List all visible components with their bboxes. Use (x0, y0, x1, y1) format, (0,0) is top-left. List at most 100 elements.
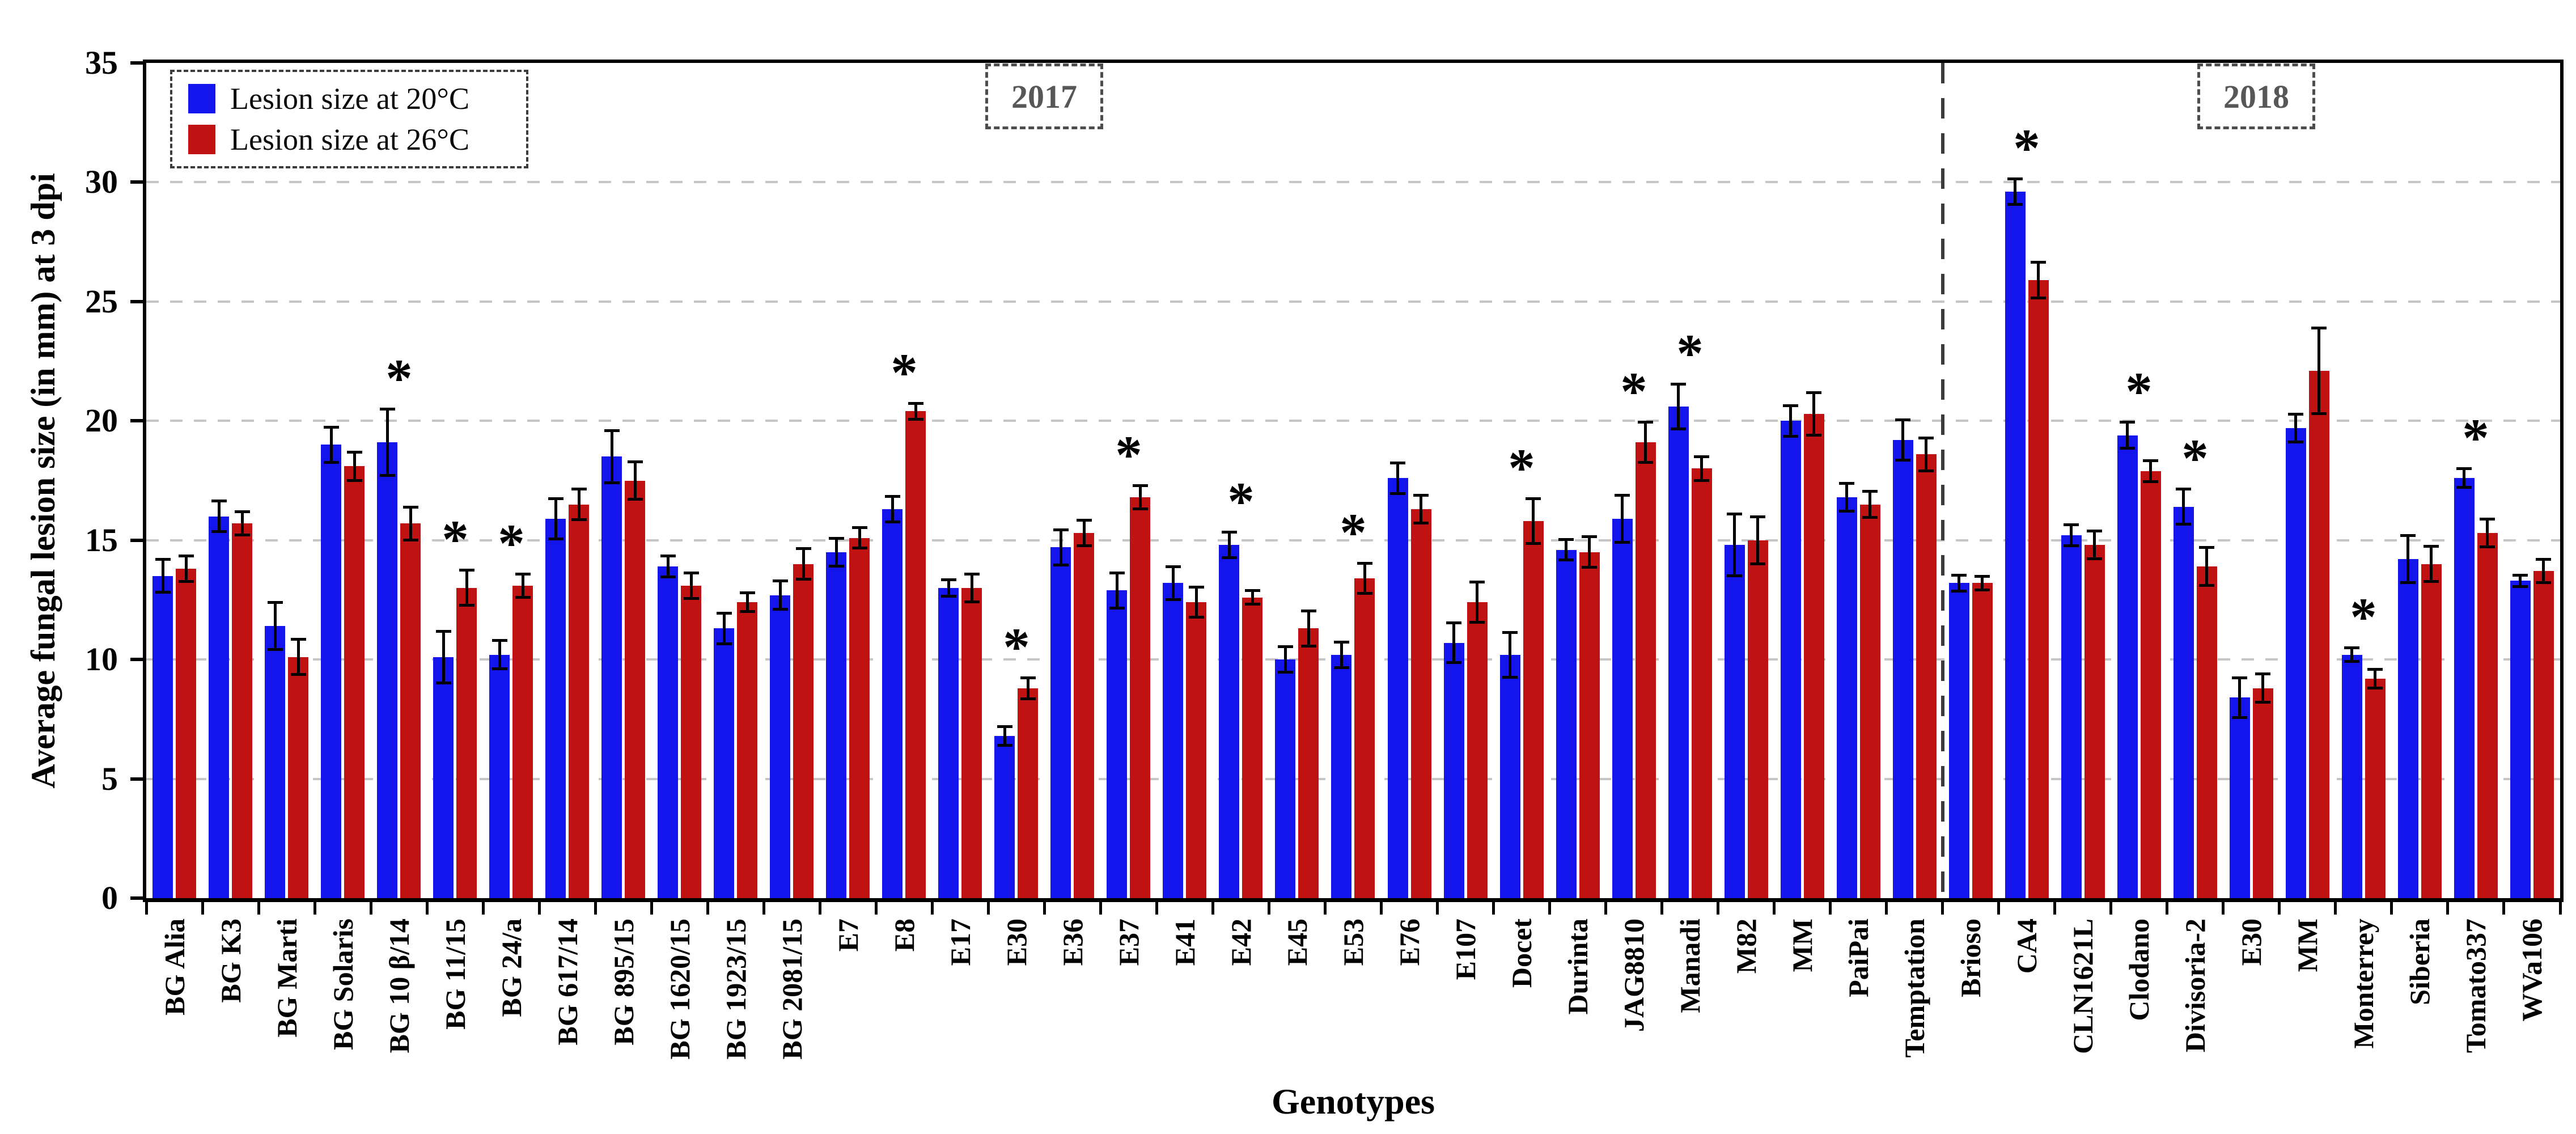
x-tick-label: BG K3 (215, 919, 247, 1003)
error-bar-cap-bottom (211, 530, 227, 533)
error-bar-cap-bottom (548, 538, 564, 540)
bar-26c (849, 538, 870, 898)
bar-26c (232, 523, 252, 898)
error-bar-cap-bottom (1638, 461, 1653, 464)
x-tick-19 (1211, 902, 1214, 915)
error-bar-cap-bottom (380, 474, 395, 477)
error-bar-line (1958, 575, 1960, 591)
x-tick-33 (1997, 902, 2000, 915)
significance-asterisk: * (1508, 438, 1535, 498)
error-bar-cap-bottom (403, 539, 418, 541)
x-tick-label: E42 (1225, 919, 1257, 966)
error-bar-cap-bottom (1839, 510, 1854, 513)
x-tick-label: E45 (1281, 919, 1313, 966)
error-bar-cap-bottom (885, 521, 900, 523)
bar-26c (1242, 598, 1262, 898)
significance-asterisk: * (2462, 408, 2489, 468)
bar-20c (433, 657, 454, 898)
error-bar-line (1588, 536, 1591, 568)
x-tick-label: Manadi (1674, 919, 1706, 1013)
error-bar-line (2430, 546, 2433, 582)
bar-26c (961, 588, 982, 898)
error-bar-cap-bottom (604, 481, 620, 484)
error-bar-cap-bottom (179, 580, 194, 583)
bar-26c (176, 569, 196, 898)
error-bar-cap-top (2199, 546, 2214, 549)
bar-26c (625, 481, 645, 899)
y-tick-25 (130, 300, 143, 303)
error-bar-line (1172, 566, 1175, 600)
x-tick-1 (201, 902, 204, 915)
x-tick-22 (1380, 902, 1383, 915)
y-tick-label-0: 0 (101, 879, 118, 916)
error-bar-cap-bottom (2367, 687, 2383, 689)
x-tick-13 (875, 902, 878, 915)
x-tick-28 (1717, 902, 1719, 915)
error-bar-cap-bottom (2031, 297, 2046, 299)
bar-20c (1275, 659, 1295, 898)
bar-26c (2477, 533, 2498, 898)
error-bar-cap-bottom (1951, 590, 1967, 593)
error-bar-line (353, 452, 356, 481)
error-bar-cap-bottom (2344, 660, 2359, 663)
error-bar-line (2350, 648, 2353, 662)
x-tick-37 (2222, 902, 2225, 915)
y-tick-5 (130, 777, 143, 781)
bar-26c (2028, 280, 2049, 898)
x-tick-label: E30 (2235, 919, 2267, 966)
error-bar-cap-bottom (436, 682, 451, 684)
error-bar-cap-top (155, 558, 171, 561)
error-bar-cap-top (1727, 513, 1742, 515)
x-tick-label: M82 (1730, 919, 1762, 974)
error-bar-line (2542, 559, 2545, 583)
error-bar-line (1284, 646, 1287, 672)
error-bar-cap-top (2064, 523, 2079, 526)
x-tick-label: BG 1923/15 (720, 919, 752, 1060)
error-bar-line (634, 462, 637, 500)
x-tick-2 (257, 902, 260, 915)
error-bar-cap-top (1839, 482, 1854, 485)
x-tick-25 (1548, 902, 1551, 915)
error-bar-line (274, 602, 277, 650)
error-bar-line (409, 507, 412, 540)
x-tick-4 (370, 902, 372, 915)
error-bar-cap-bottom (1895, 459, 1910, 462)
error-bar-cap-bottom (1189, 616, 1204, 619)
x-tick-24 (1492, 902, 1495, 915)
legend-swatch-20c (188, 84, 215, 113)
error-bar-cap-bottom (773, 608, 788, 611)
x-tick-8 (594, 902, 597, 915)
x-tick-29 (1773, 902, 1776, 915)
error-bar-cap-bottom (291, 673, 306, 676)
error-bar-line (2126, 422, 2129, 448)
significance-asterisk: * (891, 342, 918, 403)
bar-26c (905, 411, 926, 898)
error-bar-cap-bottom (1109, 607, 1125, 610)
error-bar-line (498, 640, 501, 669)
x-tick-10 (706, 902, 709, 915)
error-bar-cap-bottom (1671, 428, 1686, 430)
error-bar-cap-top (1077, 519, 1092, 522)
error-bar-cap-bottom (1020, 697, 1036, 700)
error-bar-line (1565, 539, 1567, 561)
error-bar-cap-top (1638, 421, 1653, 424)
error-bar-line (1396, 463, 1399, 494)
bar-20c (994, 736, 1015, 898)
error-bar-line (1003, 726, 1006, 746)
error-bar-line (2294, 414, 2297, 443)
bar-20c (2454, 478, 2475, 898)
x-tick-label: WVa106 (2516, 919, 2548, 1022)
error-bar-cap-top (1133, 484, 1148, 487)
error-bar-cap-top (380, 408, 395, 411)
y-tick-label-10: 10 (85, 641, 118, 678)
error-bar-line (1340, 642, 1343, 668)
error-bar-line (185, 556, 188, 582)
error-bar-cap-top (2120, 421, 2135, 424)
x-tick-label: CA4 (2011, 919, 2043, 974)
error-bar-line (241, 511, 244, 535)
bar-26c (569, 505, 589, 898)
error-bar-cap-top (2311, 327, 2327, 329)
x-tick-label: BG 24/a (495, 919, 527, 1017)
error-bar-cap-top (2031, 261, 2046, 264)
